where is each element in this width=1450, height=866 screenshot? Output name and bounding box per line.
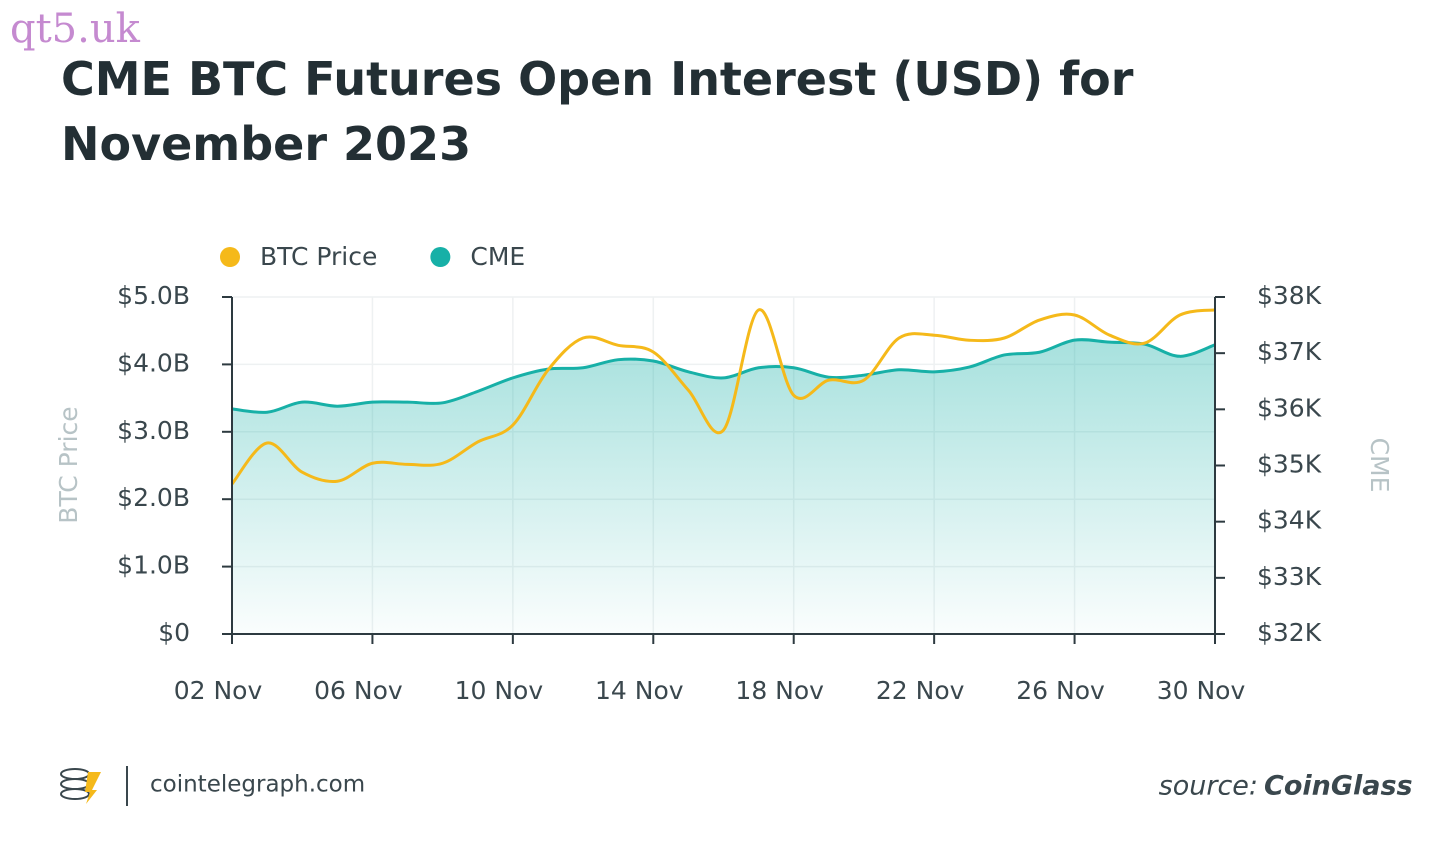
footer-source-prefix: source:	[1159, 771, 1258, 802]
y-tick-label: $4.0B	[117, 348, 190, 377]
footer-site: cointelegraph.com	[150, 772, 365, 798]
x-tick-label: 30 Nov	[1157, 676, 1246, 705]
area	[232, 339, 1215, 634]
y2-tick-label: $38K	[1257, 281, 1322, 310]
x-tick-label: 06 Nov	[314, 676, 403, 705]
y2-tick-label: $35K	[1257, 450, 1322, 479]
x-tick-label: 26 Nov	[1016, 676, 1105, 705]
y2-tick-label: $36K	[1257, 393, 1322, 422]
legend-marker	[220, 247, 240, 267]
x-tick-label: 02 Nov	[174, 676, 263, 705]
footer-logo	[60, 766, 128, 806]
x-tick-label: 22 Nov	[876, 676, 965, 705]
y2-axis-title: CME	[1365, 438, 1394, 493]
x-tick-label: 18 Nov	[735, 676, 824, 705]
line	[230, 308, 1216, 486]
y2-tick-label: $34K	[1257, 506, 1322, 535]
legend-label: CME	[470, 242, 525, 271]
chart-title: CME BTC Futures Open Interest (USD) for N…	[61, 52, 1134, 171]
watermark: qt5.uk	[10, 6, 141, 52]
y-tick-label: $0	[158, 618, 190, 647]
y-tick-label: $2.0B	[117, 483, 190, 512]
footer-source-name: CoinGlass	[1264, 771, 1413, 802]
y2-tick-label: $33K	[1257, 562, 1322, 591]
y-axis-title: BTC Price	[54, 406, 83, 523]
x-tick-label: 14 Nov	[595, 676, 684, 705]
y2-tick-label: $32K	[1257, 618, 1322, 647]
y-tick-label: $5.0B	[117, 281, 190, 310]
y-tick-label: $1.0B	[117, 551, 190, 580]
y2-tick-label: $37K	[1257, 337, 1322, 366]
x-tick-label: 10 Nov	[455, 676, 544, 705]
line	[231, 338, 1216, 414]
legend-marker	[430, 247, 451, 267]
y-tick-label: $3.0B	[117, 416, 190, 445]
legend-label: BTC Price	[260, 242, 377, 271]
